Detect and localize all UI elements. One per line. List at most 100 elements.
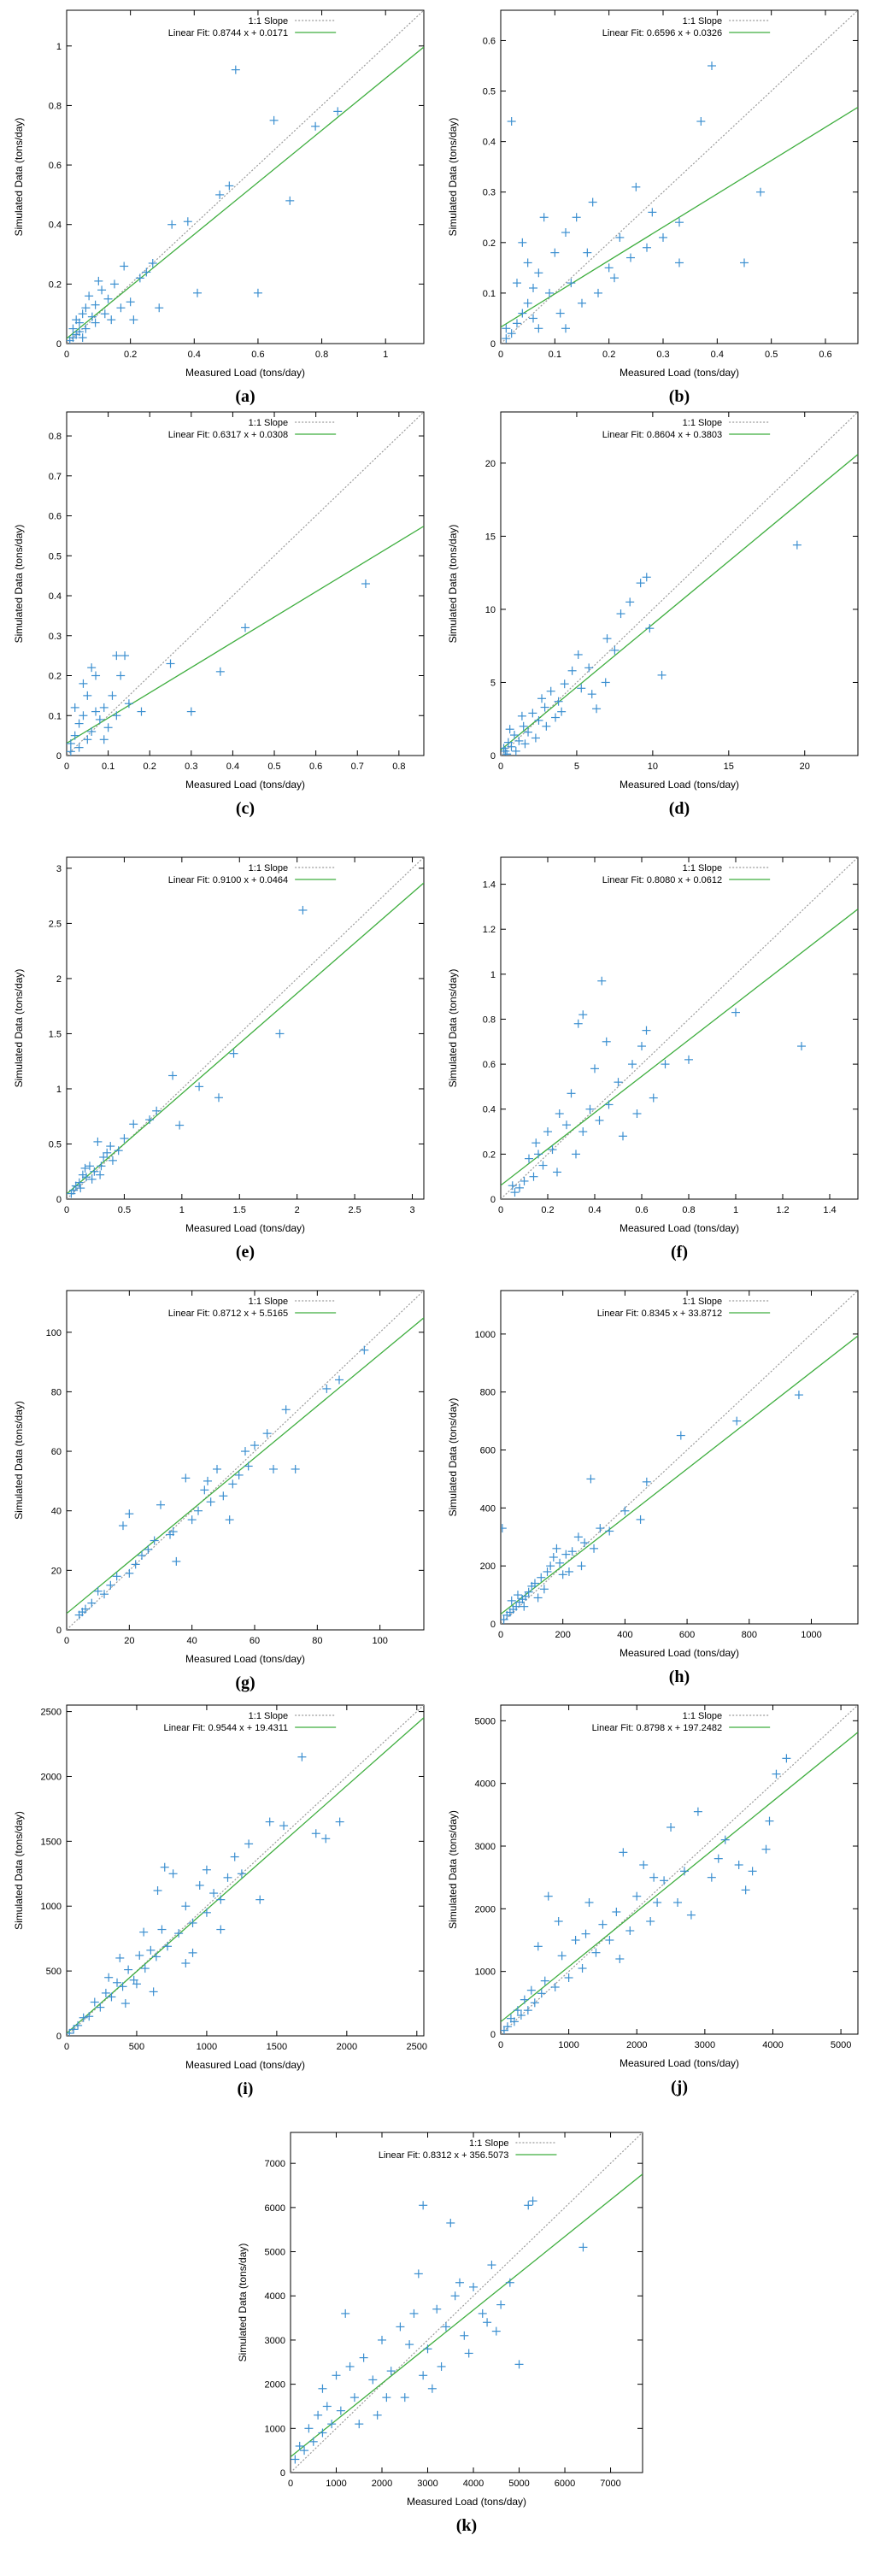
y-tick-label: 20	[51, 1566, 62, 1576]
x-tick-label: 0.2	[144, 762, 156, 772]
one-to-one-line	[67, 10, 424, 344]
y-tick-label: 1.4	[483, 880, 496, 891]
data-point	[616, 609, 625, 619]
data-point	[87, 663, 97, 673]
data-point	[120, 1134, 129, 1144]
data-point	[506, 2014, 515, 2023]
data-point	[250, 1441, 259, 1450]
data-point	[684, 1055, 693, 1064]
x-tick-label: 0.2	[602, 350, 615, 360]
data-point	[81, 324, 91, 333]
data-point	[514, 1597, 524, 1607]
data-point	[765, 1816, 774, 1826]
data-point	[335, 1817, 344, 1826]
data-point	[540, 703, 549, 712]
data-point	[378, 2335, 387, 2344]
panel-label: (b)	[669, 387, 690, 406]
legend-fit-label: Linear Fit: 0.6317 x + 0.0308	[168, 430, 288, 440]
plot-area-a	[67, 10, 424, 344]
x-axis-label: Measured Load (tons/day)	[185, 1653, 305, 1665]
data-point	[115, 1953, 125, 1962]
data-point	[649, 1873, 659, 1882]
x-tick-label: 0.4	[226, 762, 239, 772]
data-point	[578, 2243, 588, 2252]
data-point	[552, 1544, 561, 1553]
panel-label: (g)	[235, 1673, 255, 1692]
plot-area-d	[501, 412, 858, 756]
y-tick-label: 1	[490, 970, 496, 980]
data-point	[558, 1570, 567, 1579]
data-point	[507, 329, 516, 338]
y-tick-label: 1.2	[483, 925, 496, 935]
data-point	[525, 1154, 533, 1163]
data-point	[505, 2278, 514, 2287]
data-point	[314, 2410, 323, 2420]
y-tick-label: 4000	[265, 2291, 285, 2302]
data-point	[549, 1553, 558, 1561]
legend: 1:1 Slope Linear Fit: 0.9100 x + 0.0464	[168, 863, 337, 885]
data-point	[531, 1138, 541, 1148]
data-point	[501, 744, 508, 753]
y-axis-label: Simulated Data (tons/day)	[447, 525, 459, 644]
data-point	[564, 1973, 573, 1982]
data-point	[441, 2322, 450, 2332]
y-tick-label: 0.1	[483, 289, 496, 299]
data-point	[295, 2441, 304, 2450]
data-point	[129, 315, 138, 325]
x-tick-label: 0.8	[392, 762, 405, 772]
data-point	[107, 315, 116, 325]
linear-fit-line	[501, 454, 858, 750]
y-tick-label: 0	[490, 2030, 496, 2040]
data-point	[514, 736, 524, 745]
data-point	[580, 1538, 590, 1548]
data-point	[590, 1064, 599, 1073]
y-tick-label: 0.1	[49, 711, 62, 721]
x-tick-label: 4000	[463, 2479, 484, 2489]
y-tick-label: 0.2	[483, 1150, 496, 1160]
x-tick-label: 1000	[326, 2479, 346, 2489]
x-tick-label: 1	[733, 1205, 738, 1215]
x-tick-label: 2000	[372, 2479, 392, 2489]
data-point	[585, 1104, 595, 1114]
x-axis-label: Measured Load (tons/day)	[407, 2496, 526, 2508]
y-tick-label: 1	[56, 1085, 62, 1095]
data-point	[615, 232, 625, 242]
y-tick-label: 0.3	[483, 188, 496, 198]
data-point	[241, 623, 250, 632]
x-tick-label: 0.2	[541, 1205, 554, 1215]
data-point	[297, 1752, 307, 1761]
data-point	[464, 2349, 473, 2358]
data-point	[625, 1926, 635, 1935]
legend-one-to-one-label: 1:1 Slope	[683, 1297, 722, 1307]
data-point	[126, 297, 135, 307]
legend-one-to-one-label: 1:1 Slope	[249, 1711, 288, 1721]
data-point	[244, 1839, 254, 1849]
data-point	[81, 303, 91, 313]
x-tick-label: 0.5	[267, 762, 280, 772]
data-point	[507, 1596, 516, 1605]
data-point	[322, 2402, 332, 2411]
x-tick-label: 0.5	[765, 350, 778, 360]
y-tick-label: 3000	[265, 2336, 285, 2346]
data-point	[661, 1060, 670, 1069]
data-point	[118, 1982, 127, 1991]
plot-area-k	[291, 2132, 643, 2473]
data-point	[555, 1558, 565, 1567]
panel-label: (f)	[671, 1243, 688, 1262]
data-point	[524, 727, 533, 737]
data-point	[533, 1942, 543, 1951]
one-to-one-line	[501, 412, 858, 756]
y-axis-label: Simulated Data (tons/day)	[13, 1811, 25, 1930]
data-point	[116, 303, 126, 313]
x-tick-label: 6000	[555, 2479, 575, 2489]
data-point	[94, 276, 103, 285]
data-point	[150, 1536, 159, 1545]
data-point	[637, 1042, 646, 1051]
data-point	[345, 2361, 355, 2371]
y-tick-label: 1000	[475, 1967, 496, 1978]
data-point	[335, 1375, 344, 1385]
data-point	[653, 1898, 662, 1907]
data-point	[414, 2269, 423, 2279]
